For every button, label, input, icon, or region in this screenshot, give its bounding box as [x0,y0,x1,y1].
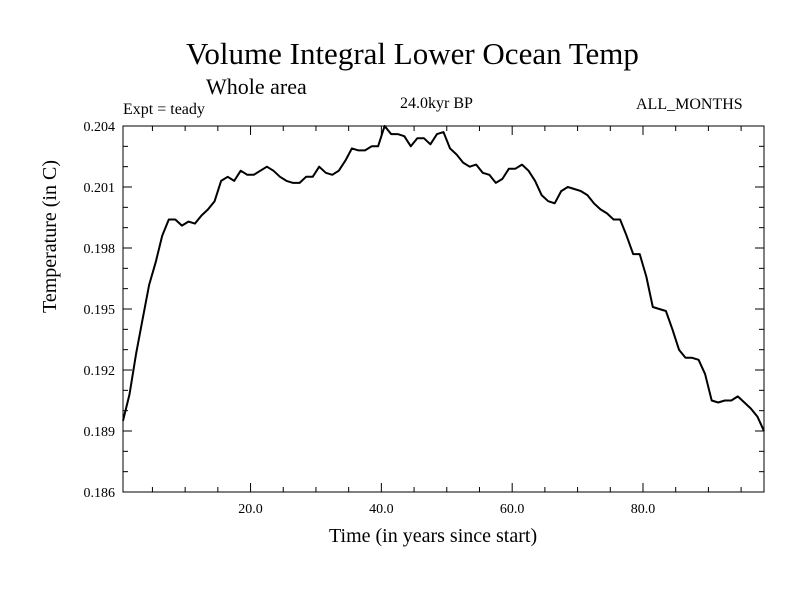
x-axis-ticks: 20.0 40.0 60.0 80.0 [238,126,655,517]
x-axis-title: Time (in years since start) [329,525,538,547]
y-tick-label: 0.189 [84,425,116,440]
y-tick-label: 0.186 [84,486,116,501]
period-label: 24.0kyr BP [400,95,473,112]
y-tick-label: 0.195 [84,303,116,318]
months-label: ALL_MONTHS [636,96,743,113]
y-tick-label: 0.198 [84,242,116,257]
y-tick-label: 0.201 [84,181,116,196]
chart-title: Volume Integral Lower Ocean Temp [186,36,639,71]
x-tick-label: 80.0 [631,502,656,517]
y-axis-ticks: 0.186 0.189 0.192 0.195 0.198 0.201 0.204 [84,120,764,501]
minor-ticks [123,126,764,492]
y-tick-label: 0.204 [84,120,116,135]
plot-frame [122,125,765,493]
x-tick-label: 40.0 [369,502,394,517]
x-tick-label: 20.0 [238,502,263,517]
data-points [122,125,765,432]
experiment-label: Expt = teady [123,101,205,118]
y-tick-label: 0.192 [84,364,116,379]
temperature-series-line [122,125,765,432]
x-tick-label: 60.0 [500,502,525,517]
chart-subtitle: Whole area [206,74,307,99]
